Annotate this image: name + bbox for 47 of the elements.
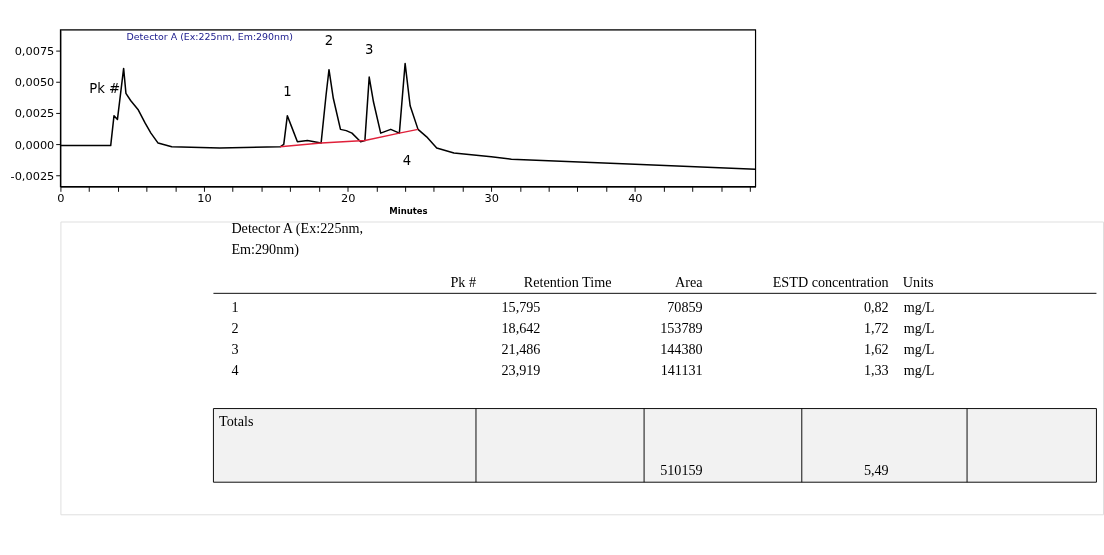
annotation: 2 [324,33,334,49]
text: Retention Time [523,273,612,290]
y-tick-label: 0,0000 [14,137,55,152]
text: ESTD concentration [772,273,889,290]
annotation: Pk # [89,80,121,96]
text: Pk # [450,273,476,290]
text: mg/L [903,299,935,316]
text: 70859 [667,299,703,316]
y-tick-label: 0,0075 [14,44,55,59]
text: 21,486 [501,340,541,357]
text: Totals [219,412,254,429]
text: 1,33 [863,361,889,378]
text: 5,49 [863,461,889,478]
text: 18,642 [501,320,541,336]
text: Detector A (Ex:225nm, Em:290nm) [231,219,364,258]
text: 153789 [660,320,703,336]
text: 144380 [660,340,703,357]
text: 3 [231,340,239,357]
text: 141131 [660,361,703,378]
text: 0,82 [863,299,889,316]
line-series [279,128,419,148]
x-tick-label: 20 [340,191,356,206]
y-tick-label: 0,0050 [14,75,55,90]
text: 23,919 [501,361,541,378]
text: 1,62 [863,340,889,357]
text: mg/L [903,340,935,357]
annotation: 4 [402,153,412,169]
y-tick-label: -0,0025 [10,168,55,183]
text: mg/L [903,361,935,378]
text: Area [675,273,704,290]
x-tick-label: 30 [484,191,499,206]
x-tick-label: 40 [628,191,643,206]
text: 1,72 [863,320,889,336]
text: 2 [231,320,239,336]
annotation: 3 [364,42,374,58]
x-axis-title: Minutes [389,206,428,217]
text: 1 [231,299,239,316]
y-tick-label: 0,0025 [14,106,55,121]
annotation: 1 [283,83,292,99]
text: 4 [231,361,239,378]
text: mg/L [903,320,935,336]
x-tick-label: 10 [197,191,212,206]
text: 510159 [660,461,703,478]
chart-title: Detector A (Ex:225nm, Em:290nm) [126,31,293,43]
x-tick-label: 0 [57,191,65,206]
text: Units [902,273,934,290]
text: 15,795 [501,299,541,316]
